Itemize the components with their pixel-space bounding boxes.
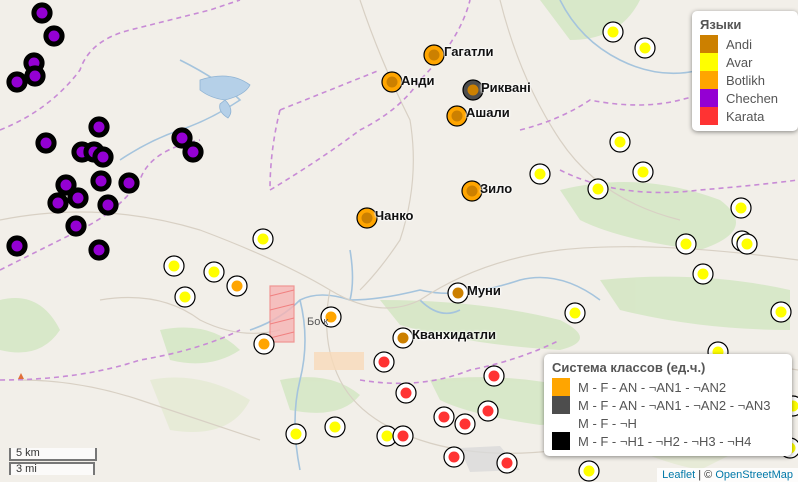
leaflet-link[interactable]: Leaflet: [662, 469, 696, 481]
legend-item-class-2: M - F - AN - ¬AN1 - ¬AN2 - ¬AN3: [552, 396, 784, 414]
andi-markers[interactable]: [356, 44, 484, 349]
legend-class-system: Система классов (ед.ч.) M - F - AN - ¬AN…: [544, 354, 792, 456]
openstreetmap-link[interactable]: OpenStreetMap: [715, 469, 793, 481]
swatch-class-2: [552, 396, 570, 414]
chechen-markers[interactable]: [6, 2, 204, 261]
legend-languages-title: Языки: [700, 17, 742, 32]
reservoir: [199, 75, 251, 119]
swatch-class-4: [552, 432, 570, 450]
legend-item-class-1: M - F - AN - ¬AN1 - ¬AN2: [552, 378, 784, 396]
place-label-chanko: Чанко: [375, 208, 414, 223]
scale-bar-km: 5 km: [9, 448, 97, 461]
place-label-ashali: Ашали: [466, 105, 510, 120]
swatch-class-1: [552, 378, 570, 396]
legend-label: M - F - AN - ¬AN1 - ¬AN2: [578, 379, 727, 395]
place-label-andi: Анди: [401, 73, 435, 88]
swatch-karata: [700, 107, 718, 125]
legend-item-avar: Avar: [700, 53, 790, 71]
swatch-botlikh: [700, 71, 718, 89]
legend-item-karata: Karata: [700, 107, 790, 125]
legend-label: Karata: [726, 108, 765, 124]
place-label-rikvani: Рикванi: [481, 80, 531, 95]
botlikh-markers[interactable]: [226, 275, 342, 355]
legend-label: Andi: [726, 36, 753, 52]
place-label-zilo: Зило: [480, 181, 513, 196]
karata-markers[interactable]: [373, 351, 518, 474]
legend-label: Botlikh: [726, 72, 766, 88]
attribution-separator: | ©: [695, 469, 716, 481]
legend-label: M - F - ¬H: [578, 415, 637, 431]
swatch-chechen: [700, 89, 718, 107]
scale-bar-mi: 3 mi: [9, 462, 95, 475]
legend-label: M - F - ¬H1 - ¬H2 - ¬H3 - ¬H4: [578, 433, 752, 449]
place-label-muni: Муни: [467, 283, 501, 298]
legend-item-botlikh: Botlikh: [700, 71, 790, 89]
legend-item-andi: Andi: [700, 35, 790, 53]
swatch-class-3: [552, 414, 570, 432]
legend-label: Avar: [726, 54, 753, 70]
legend-label: Chechen: [726, 90, 779, 106]
legend-item-chechen: Chechen: [700, 89, 790, 107]
place-label-kvankhidatli: Кванхидатли: [412, 327, 496, 342]
town-label-botlikh: Бо к: [307, 316, 329, 328]
place-label-gagatli: Гагатли: [444, 44, 494, 59]
legend-label: M - F - AN - ¬AN1 - ¬AN2 - ¬AN3: [578, 397, 771, 413]
legend-item-class-3: M - F - ¬H: [552, 414, 784, 432]
peak-icon: [18, 373, 24, 379]
legend-class-title: Система классов (ед.ч.): [552, 360, 706, 375]
legend-languages: Языки Andi Avar Botlikh Chechen Karata: [692, 11, 798, 131]
map-attribution: Leaflet | © OpenStreetMap: [657, 468, 798, 482]
swatch-avar: [700, 53, 718, 71]
legend-item-class-4: M - F - ¬H1 - ¬H2 - ¬H3 - ¬H4: [552, 432, 784, 450]
swatch-andi: [700, 35, 718, 53]
